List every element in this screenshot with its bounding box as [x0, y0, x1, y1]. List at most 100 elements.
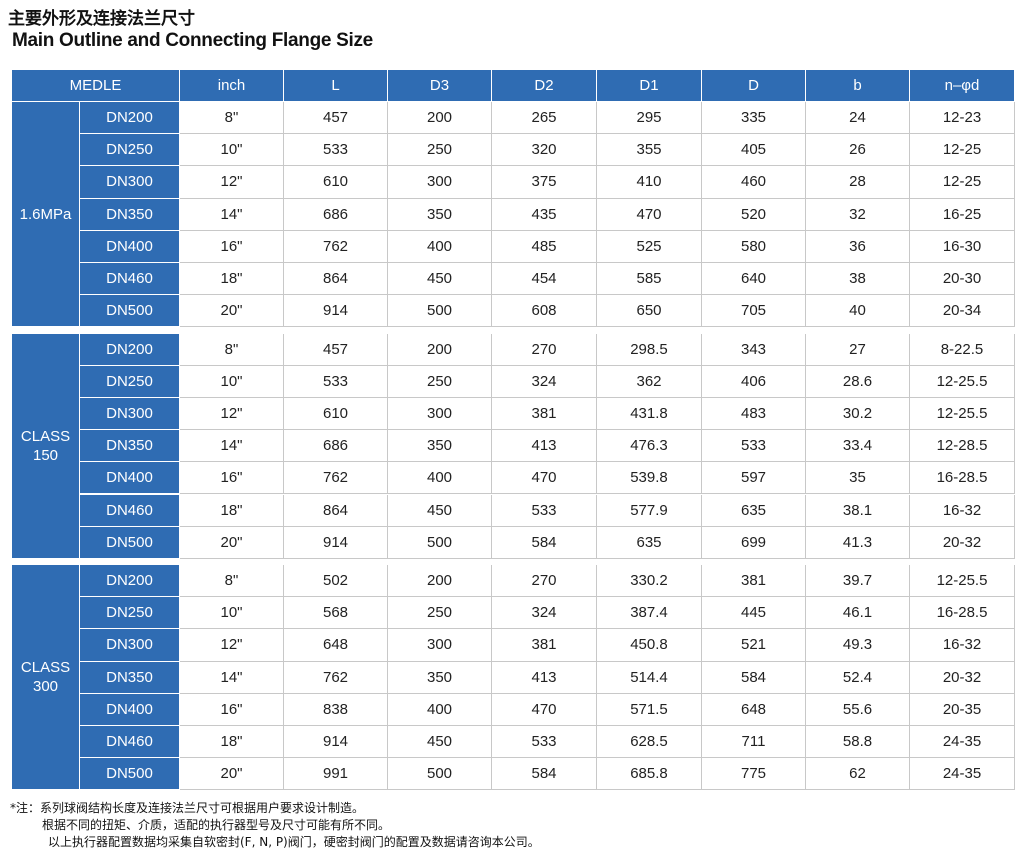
value-cell: 200 — [388, 102, 492, 135]
value-cell: 16" — [180, 462, 284, 495]
value-cell: 298.5 — [597, 333, 702, 366]
value-cell: 483 — [702, 397, 806, 431]
value-cell: 38.1 — [806, 494, 910, 527]
value-cell: 514.4 — [597, 661, 702, 694]
value-cell: 520 — [702, 198, 806, 231]
header-cell: inch — [180, 70, 284, 101]
value-cell: 400 — [388, 462, 492, 495]
value-cell: 20-32 — [910, 661, 1015, 694]
header-cell: n–φd — [910, 70, 1015, 101]
value-cell: 413 — [492, 661, 597, 694]
value-cell: 686 — [284, 198, 388, 231]
value-cell: 450 — [388, 726, 492, 759]
value-cell: 35 — [806, 462, 910, 495]
value-cell: 24-35 — [910, 726, 1015, 759]
header-cell: D — [702, 70, 806, 101]
value-cell: 320 — [492, 134, 597, 167]
value-cell: 400 — [388, 230, 492, 263]
value-cell: 762 — [284, 230, 388, 263]
value-cell: 914 — [284, 726, 388, 759]
value-cell: 8" — [180, 102, 284, 135]
value-cell: 8-22.5 — [910, 333, 1015, 366]
value-cell: 8" — [180, 565, 284, 598]
size-cell: DN300 — [80, 629, 180, 662]
value-cell: 533 — [492, 726, 597, 759]
value-cell: 18" — [180, 494, 284, 527]
value-cell: 200 — [388, 565, 492, 598]
value-cell: 38 — [806, 263, 910, 296]
value-cell: 762 — [284, 661, 388, 694]
value-cell: 16-25 — [910, 198, 1015, 231]
size-cell: DN460 — [80, 726, 180, 759]
value-cell: 762 — [284, 462, 388, 495]
value-cell: 381 — [492, 629, 597, 662]
value-cell: 648 — [702, 693, 806, 726]
value-cell: 46.1 — [806, 597, 910, 630]
value-cell: 12-25.5 — [910, 397, 1015, 431]
value-cell: 16-32 — [910, 629, 1015, 662]
value-cell: 27 — [806, 333, 910, 366]
value-cell: 864 — [284, 263, 388, 296]
value-cell: 628.5 — [597, 726, 702, 759]
value-cell: 500 — [388, 295, 492, 328]
value-cell: 14" — [180, 661, 284, 694]
group-label-line: 300 — [32, 678, 59, 696]
value-cell: 457 — [284, 102, 388, 135]
size-cell: DN250 — [80, 365, 180, 398]
group-label: CLASS 150 — [12, 333, 80, 559]
value-cell: 381 — [702, 565, 806, 598]
value-cell: 265 — [492, 102, 597, 135]
value-cell: 485 — [492, 230, 597, 263]
value-cell: 445 — [702, 597, 806, 630]
value-cell: 14" — [180, 198, 284, 231]
size-cell: DN300 — [80, 397, 180, 431]
value-cell: 39.7 — [806, 565, 910, 598]
value-cell: 270 — [492, 565, 597, 598]
value-cell: 40 — [806, 295, 910, 328]
value-cell: 350 — [388, 198, 492, 231]
value-cell: 250 — [388, 597, 492, 630]
header-cell: D2 — [492, 70, 597, 101]
value-cell: 350 — [388, 661, 492, 694]
size-cell: DN500 — [80, 758, 180, 791]
value-cell: 406 — [702, 365, 806, 398]
value-cell: 16" — [180, 230, 284, 263]
value-cell: 610 — [284, 397, 388, 431]
size-cell: DN350 — [80, 198, 180, 231]
value-cell: 14" — [180, 430, 284, 463]
value-cell: 635 — [597, 526, 702, 559]
value-cell: 533 — [284, 134, 388, 167]
value-cell: 16-32 — [910, 494, 1015, 527]
value-cell: 584 — [702, 661, 806, 694]
size-cell: DN500 — [80, 295, 180, 328]
value-cell: 864 — [284, 494, 388, 527]
value-cell: 521 — [702, 629, 806, 662]
value-cell: 24-35 — [910, 758, 1015, 791]
size-cell: DN350 — [80, 661, 180, 694]
value-cell: 460 — [702, 166, 806, 199]
value-cell: 413 — [492, 430, 597, 463]
value-cell: 431.8 — [597, 397, 702, 431]
value-cell: 650 — [597, 295, 702, 328]
value-cell: 10" — [180, 597, 284, 630]
value-cell: 435 — [492, 198, 597, 231]
group-label-line: 1.6MPa — [19, 205, 72, 223]
subtitle: Main Outline and Connecting Flange Size — [12, 30, 373, 51]
value-cell: 375 — [492, 166, 597, 199]
value-cell: 250 — [388, 365, 492, 398]
value-cell: 584 — [492, 758, 597, 791]
value-cell: 500 — [388, 526, 492, 559]
value-cell: 335 — [702, 102, 806, 135]
note: 以上执行器配置数据均采集自软密封(F, N, P)阀门，硬密封阀门的配置及数据请… — [48, 835, 540, 849]
value-cell: 24 — [806, 102, 910, 135]
size-cell: DN350 — [80, 430, 180, 463]
value-cell: 20-34 — [910, 295, 1015, 328]
value-cell: 12" — [180, 166, 284, 199]
value-cell: 8" — [180, 333, 284, 366]
value-cell: 20" — [180, 758, 284, 791]
value-cell: 12-25 — [910, 134, 1015, 167]
value-cell: 470 — [492, 462, 597, 495]
size-cell: DN250 — [80, 134, 180, 167]
value-cell: 324 — [492, 365, 597, 398]
